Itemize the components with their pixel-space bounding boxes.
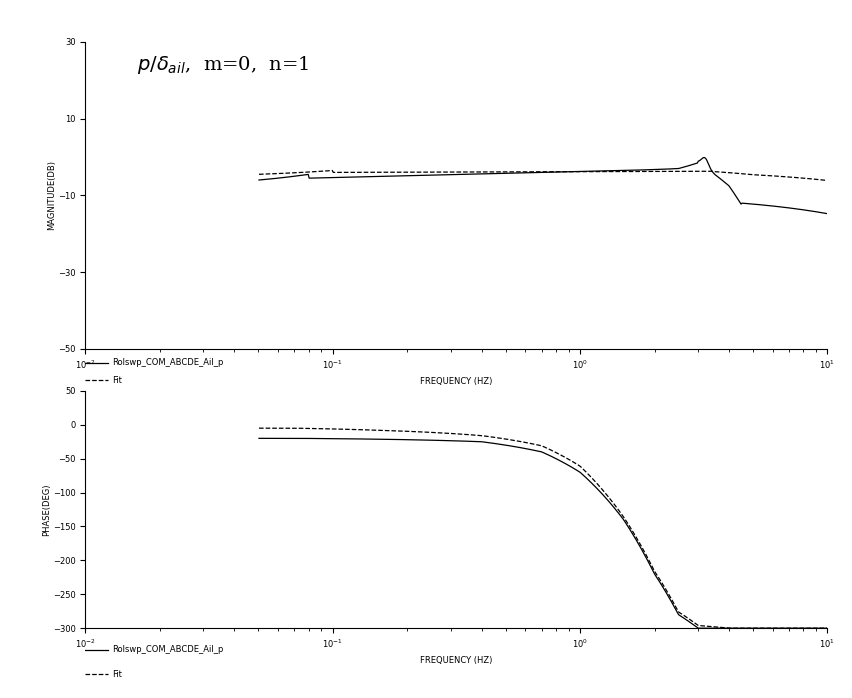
X-axis label: FREQUENCY (HZ): FREQUENCY (HZ) [420, 656, 492, 665]
Fit [821, 177, 832, 185]
Fit [718, 623, 728, 632]
Text: Rolswp_COM_ABCDE_Ail_p: Rolswp_COM_ABCDE_Ail_p [112, 646, 223, 654]
Fit [552, 450, 562, 458]
Line: Rolswp_COM_ABCDE_Ail_p: Rolswp_COM_ABCDE_Ail_p [259, 158, 826, 214]
Line: Fit: Fit [259, 170, 826, 181]
Fit [530, 440, 540, 449]
Fit [530, 168, 540, 176]
Rolswp_COM_ABCDE_Ail_p [821, 209, 832, 218]
Fit [642, 555, 653, 563]
Rolswp_COM_ABCDE_Ail_p [642, 557, 653, 565]
Rolswp_COM_ABCDE_Ail_p [510, 169, 521, 177]
Rolswp_COM_ABCDE_Ail_p [821, 624, 832, 632]
Rolswp_COM_ABCDE_Ail_p [642, 165, 653, 174]
Fit [552, 168, 562, 176]
Line: Fit: Fit [259, 428, 826, 628]
Rolswp_COM_ABCDE_Ail_p [530, 447, 540, 455]
Text: $p/\delta_{ail}$,  m=0,  n=1: $p/\delta_{ail}$, m=0, n=1 [137, 54, 309, 76]
Rolswp_COM_ABCDE_Ail_p [552, 168, 562, 177]
Fit [510, 437, 521, 445]
X-axis label: FREQUENCY (HZ): FREQUENCY (HZ) [420, 377, 492, 386]
Y-axis label: PHASE(DEG): PHASE(DEG) [43, 483, 51, 536]
Fit [642, 168, 653, 176]
Line: Rolswp_COM_ABCDE_Ail_p: Rolswp_COM_ABCDE_Ail_p [259, 438, 826, 628]
Rolswp_COM_ABCDE_Ail_p [510, 443, 521, 451]
Rolswp_COM_ABCDE_Ail_p [718, 178, 728, 186]
Rolswp_COM_ABCDE_Ail_p [530, 168, 540, 177]
Rolswp_COM_ABCDE_Ail_p [718, 624, 728, 632]
Text: Fit: Fit [112, 376, 122, 385]
Y-axis label: MAGNITUDE(DB): MAGNITUDE(DB) [48, 161, 56, 230]
Fit [718, 168, 728, 177]
Fit [510, 168, 521, 176]
Text: Rolswp_COM_ABCDE_Ail_p: Rolswp_COM_ABCDE_Ail_p [112, 359, 223, 367]
Text: Fit: Fit [112, 670, 122, 678]
Fit [821, 624, 832, 632]
Rolswp_COM_ABCDE_Ail_p [552, 456, 562, 464]
